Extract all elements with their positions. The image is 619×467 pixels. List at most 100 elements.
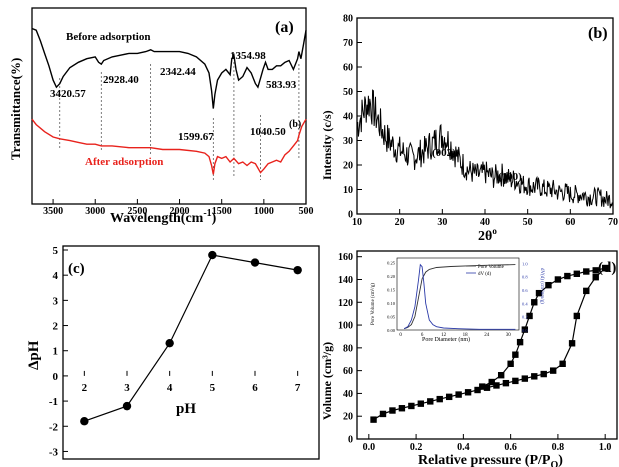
a-x-tick-label: 1500 xyxy=(212,206,232,217)
c-y-tick-label: 0 xyxy=(53,371,59,383)
inset-y-left-tick-label: 0.25 xyxy=(387,261,396,266)
inset-legend-dv: dV (d) xyxy=(478,272,491,277)
panel-c-plot xyxy=(80,250,302,426)
panel-a: (a) Before adsorption After adsorption 3… xyxy=(8,7,314,226)
panel-c-frame xyxy=(62,245,320,460)
isotherm-point xyxy=(427,398,434,405)
d-x-tick-label: 0.0 xyxy=(363,442,376,453)
isotherm-point xyxy=(464,389,472,396)
ph-point xyxy=(250,258,260,267)
isotherm-point xyxy=(474,386,481,394)
isotherm-point xyxy=(445,393,453,401)
c-x-tick-label: 2 xyxy=(82,382,88,394)
panel-a-xlabel: Wavelength(cm-1) xyxy=(110,208,217,226)
inset-ylabel-right: dV(d) (cm³/nm/g) xyxy=(539,268,545,304)
isotherm-point xyxy=(512,351,519,358)
spectrum-line-before xyxy=(31,27,307,109)
d-x-tick-label: 0.8 xyxy=(552,442,565,453)
c-x-tick-label: 7 xyxy=(295,382,301,394)
c-y-tick-label: 2 xyxy=(53,321,59,333)
panel-a-label: (a) xyxy=(275,19,294,36)
c-y-tick-label: -2 xyxy=(49,421,59,433)
panel-c-label: (c) xyxy=(68,261,85,277)
inset-y-left-tick-label: 0.10 xyxy=(387,301,396,306)
isotherm-point xyxy=(493,382,500,389)
b-x-tick-label: 30 xyxy=(437,217,447,228)
panel-a-frame xyxy=(31,7,307,205)
isotherm-point xyxy=(479,383,486,390)
b-y-tick-label: 30 xyxy=(343,136,353,147)
b-y-tick-label: 10 xyxy=(343,185,353,196)
isotherm-point xyxy=(592,274,599,281)
panel-b-ylabel: Intensity (c/s) xyxy=(320,110,334,180)
d-x-tick-label: 0.6 xyxy=(504,442,517,453)
ph-point xyxy=(293,265,302,275)
isotherm-point xyxy=(583,287,590,295)
inset-plot xyxy=(403,263,516,330)
inset-x-tick-label: 30 xyxy=(506,333,512,338)
a-peak-label: 583.93 xyxy=(266,79,297,91)
inset-x-tick-label: 6 xyxy=(421,333,424,338)
d-y-tick-label: 0 xyxy=(348,435,353,446)
d-y-tick-label: 20 xyxy=(343,412,353,423)
inset-y-right-tick-label: 0.0 xyxy=(522,328,528,333)
c-y-tick-label: 3 xyxy=(53,295,59,307)
isotherm-point xyxy=(531,373,538,380)
inset-x-tick-label: 12 xyxy=(441,333,447,338)
panel-c-ticks: 2 3 4 5 6 7 -3 -2 -1 0 1 2 3 4 5 xyxy=(49,245,301,458)
inset-x-tick-label: 18 xyxy=(463,333,469,338)
b-x-tick-label: 70 xyxy=(608,217,618,228)
inset-y-left-tick-label: 0.00 xyxy=(387,328,396,333)
a-x-tick-label: 2500 xyxy=(127,206,147,217)
inset-x-tick-label: 0 xyxy=(399,333,402,338)
isotherm-point xyxy=(521,375,529,382)
a-x-tick-label: 1000 xyxy=(254,206,274,217)
c-y-tick-label: 1 xyxy=(53,346,59,358)
inset-legend-pv: Pore Volume xyxy=(478,265,505,270)
inset-pore-volume-line xyxy=(404,264,516,330)
isotherm-point xyxy=(417,400,425,407)
isotherm-point xyxy=(455,391,462,398)
isotherm-point xyxy=(549,367,557,374)
isotherm-point xyxy=(483,384,491,391)
isotherm-point xyxy=(564,272,571,280)
d-y-tick-label: 80 xyxy=(343,343,353,354)
c-y-tick-label: 5 xyxy=(53,245,59,257)
b-x-tick-label: 60 xyxy=(565,217,575,228)
isotherm-point xyxy=(516,338,524,346)
inset-dv-line xyxy=(403,263,516,330)
panel-d-frame xyxy=(356,250,618,440)
inset-xlabel: Pore Diameter (nm) xyxy=(422,336,470,343)
a-x-tick-label: 2000 xyxy=(170,206,190,217)
isotherm-point xyxy=(535,289,543,297)
ph-point xyxy=(208,250,217,260)
b-y-tick-label: 80 xyxy=(343,14,353,25)
d-y-tick-label: 100 xyxy=(338,321,353,332)
a-peak-label: 2342.44 xyxy=(160,66,196,78)
a-x-tick-label: 3000 xyxy=(85,206,105,217)
c-x-tick-label: 4 xyxy=(167,382,173,394)
a-b-marker: (b) xyxy=(289,119,301,130)
a-peak-label: 2928.40 xyxy=(103,74,139,86)
b-x-tick-label: 20 xyxy=(395,217,405,228)
b-x-tick-label: 10 xyxy=(352,217,362,228)
b-y-tick-label: 60 xyxy=(343,63,353,74)
peak-002-label: (002) xyxy=(432,147,456,159)
isotherm-point xyxy=(512,377,519,385)
b-x-tick-label: 40 xyxy=(480,217,490,228)
isotherm-point xyxy=(554,276,562,283)
panel-c-ylabel: ΔpH xyxy=(26,340,42,370)
d-y-tick-label: 60 xyxy=(343,366,353,377)
panel-a-annotations: 3420.57 2928.40 2342.44 1599.67 1354.98 1040.… xyxy=(50,50,301,180)
isotherm-point xyxy=(497,371,505,379)
c-y-tick-label: -3 xyxy=(49,446,59,458)
isotherm-point xyxy=(370,416,377,423)
legend-after: After adsorption xyxy=(85,156,163,168)
isotherm-point xyxy=(573,270,581,277)
isotherm-point xyxy=(408,402,415,410)
isotherm-point xyxy=(540,370,547,378)
b-y-tick-label: 50 xyxy=(343,87,353,98)
